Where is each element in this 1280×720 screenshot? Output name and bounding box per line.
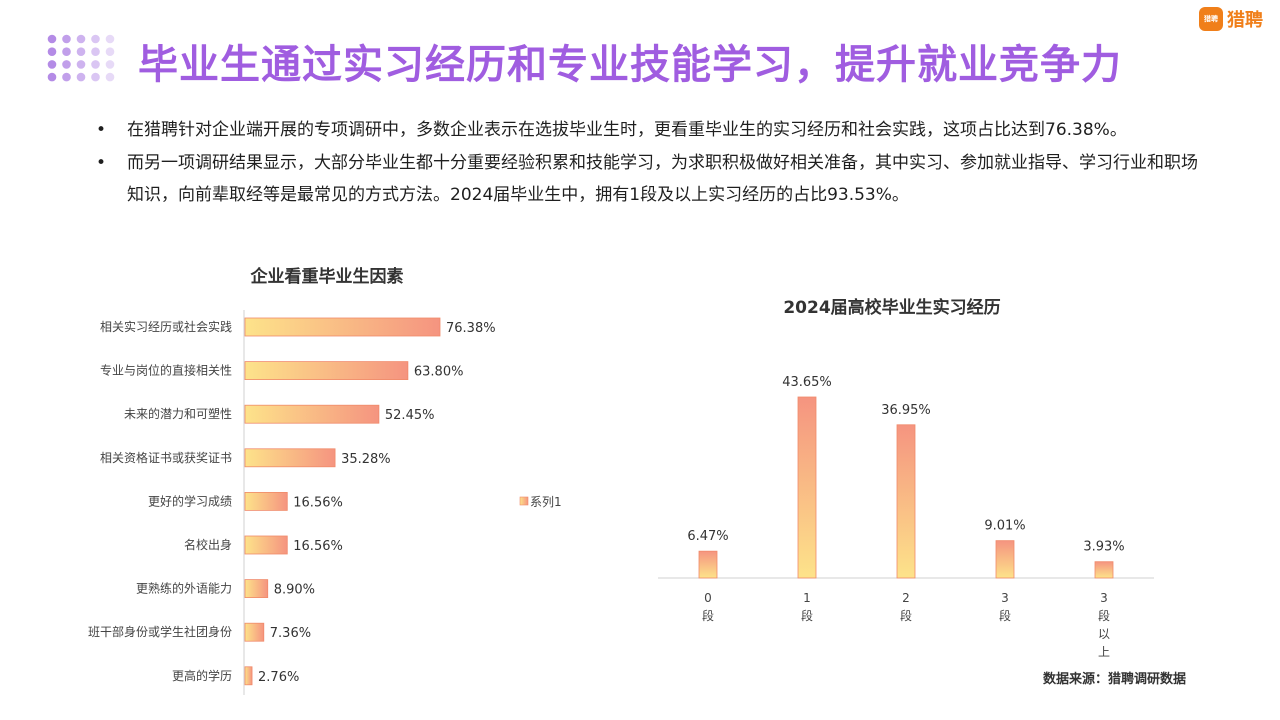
logo-text: 猎聘 (1227, 10, 1263, 31)
data-label: 76.38% (446, 321, 496, 336)
bar (995, 540, 1015, 579)
data-label: 9.01% (984, 519, 1025, 534)
bullet-item: • 在猎聘针对企业端开展的专项调研中，多数企业表示在选拔毕业生时，更看重毕业生的… (96, 114, 1206, 146)
category-label: 3 段以上 (1098, 591, 1110, 659)
bullet-text: 而另一项调研结果显示，大部分毕业生都十分重要经验积累和技能学习，为求职积极做好相… (127, 153, 1198, 205)
category-label: 更高的学历 (172, 668, 232, 683)
category-label: 更熟练的外语能力 (136, 581, 232, 596)
dot-mark (91, 60, 100, 69)
dot-mark (62, 60, 71, 69)
bar (698, 550, 718, 579)
dot-mark (91, 47, 100, 56)
legend-swatch (519, 496, 529, 506)
employer-factors-chart: 企业看重毕业生因素 相关实习经历或社会实践 76.38% 专业与岗位的直接相关性 63… (88, 266, 562, 695)
data-label: 7.36% (270, 626, 311, 641)
dot-mark (47, 34, 57, 44)
dot-mark (105, 72, 115, 82)
data-label: 52.45% (385, 408, 435, 423)
data-label: 6.47% (687, 529, 728, 544)
decorative-dots-icon (47, 34, 115, 82)
dot-mark (76, 72, 86, 82)
bar (244, 622, 265, 642)
dot-mark (91, 34, 100, 44)
dot-mark (47, 60, 57, 69)
dot-mark (62, 72, 71, 82)
dot-mark (47, 72, 57, 82)
data-label: 16.56% (293, 539, 343, 554)
data-label: 43.65% (782, 375, 832, 390)
data-label: 36.95% (881, 403, 931, 418)
category-label: 未来的潜力和可塑性 (124, 406, 232, 421)
bullet-dot-icon: • (96, 153, 107, 173)
page-title: 毕业生通过实习经历和专业技能学习，提升就业竞争力 (138, 42, 1122, 88)
data-label: 2.76% (258, 670, 299, 685)
category-label: 班干部身份或学生社团身份 (88, 624, 232, 639)
category-label: 专业与岗位的直接相关性 (100, 363, 232, 378)
dot-mark (76, 34, 86, 44)
dot-mark (76, 47, 86, 56)
data-label: 63.80% (414, 365, 464, 380)
bar (244, 666, 253, 686)
category-label: 相关实习经历或社会实践 (100, 319, 232, 334)
data-label: 35.28% (341, 452, 391, 467)
bar (244, 317, 441, 337)
data-label: 8.90% (274, 583, 315, 598)
bar (244, 448, 336, 468)
dot-mark (62, 34, 71, 44)
bar (244, 361, 409, 380)
dot-mark (76, 60, 86, 69)
data-label: 16.56% (293, 495, 343, 510)
category-label: 名校出身 (184, 537, 232, 552)
bullet-text: 在猎聘针对企业端开展的专项调研中，多数企业表示在选拔毕业生时，更看重毕业生的实习… (127, 120, 1127, 140)
summary-bullets: • 在猎聘针对企业端开展的专项调研中，多数企业表示在选拔毕业生时，更看重毕业生的… (96, 114, 1206, 212)
dot-mark (47, 47, 57, 56)
data-label: 3.93% (1083, 540, 1124, 555)
brand-logo: 猎聘 猎聘 (1199, 6, 1263, 32)
bar (244, 404, 380, 424)
dot-mark (105, 34, 115, 44)
bar (797, 396, 817, 579)
bar (244, 535, 288, 555)
data-source: 数据来源：猎聘调研数据 (1043, 672, 1187, 687)
logo-badge-icon: 猎聘 (1199, 7, 1223, 31)
dot-mark (91, 72, 100, 82)
bullet-item: • 而另一项调研结果显示，大部分毕业生都十分重要经验积累和技能学习，为求职积极做… (96, 147, 1206, 211)
bar (896, 424, 916, 579)
internship-experience-chart: 2024届高校毕业生实习经历 6.47% 0 段 43.65% 1 段 36.95% 2 段 9.… (658, 297, 1154, 659)
bullet-dot-icon: • (96, 120, 107, 140)
dot-mark (105, 47, 115, 56)
legend-label: 系列1 (530, 495, 562, 509)
dot-mark (62, 47, 71, 56)
dot-mark (105, 60, 115, 69)
chart-title: 2024届高校毕业生实习经历 (783, 297, 1000, 318)
bar (244, 491, 288, 511)
category-label: 相关资格证书或获奖证书 (100, 450, 232, 465)
chart-title: 企业看重毕业生因素 (250, 266, 404, 287)
bar (1094, 561, 1114, 579)
category-label: 更好的学习成绩 (148, 493, 232, 508)
bar (244, 579, 269, 599)
